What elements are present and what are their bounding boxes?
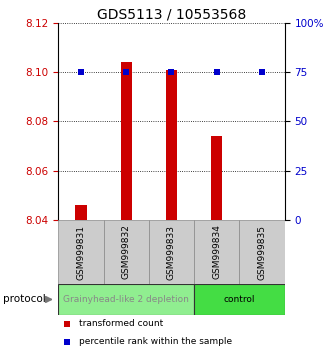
Bar bbox=[58, 220, 104, 284]
Bar bbox=[121, 62, 132, 220]
Text: GSM999835: GSM999835 bbox=[257, 224, 267, 280]
Text: Grainyhead-like 2 depletion: Grainyhead-like 2 depletion bbox=[63, 295, 189, 304]
Text: GSM999832: GSM999832 bbox=[122, 224, 131, 280]
Text: GSM999833: GSM999833 bbox=[167, 224, 176, 280]
Title: GDS5113 / 10553568: GDS5113 / 10553568 bbox=[97, 8, 246, 22]
Bar bbox=[75, 205, 87, 220]
Text: control: control bbox=[224, 295, 255, 304]
Text: transformed count: transformed count bbox=[79, 319, 163, 328]
Bar bbox=[58, 284, 194, 315]
Point bbox=[65, 321, 70, 326]
Point bbox=[124, 69, 129, 75]
Bar bbox=[194, 220, 239, 284]
Text: GSM999831: GSM999831 bbox=[76, 224, 86, 280]
Bar bbox=[104, 220, 149, 284]
Text: protocol: protocol bbox=[3, 295, 46, 304]
Point bbox=[78, 69, 84, 75]
Text: GSM999834: GSM999834 bbox=[212, 224, 221, 280]
Point bbox=[169, 69, 174, 75]
Point bbox=[259, 69, 265, 75]
Bar bbox=[239, 220, 285, 284]
Bar bbox=[149, 220, 194, 284]
Bar bbox=[166, 70, 177, 220]
Point bbox=[65, 339, 70, 344]
Bar bbox=[194, 284, 285, 315]
Bar bbox=[211, 136, 222, 220]
Point bbox=[214, 69, 219, 75]
Text: percentile rank within the sample: percentile rank within the sample bbox=[79, 337, 232, 346]
